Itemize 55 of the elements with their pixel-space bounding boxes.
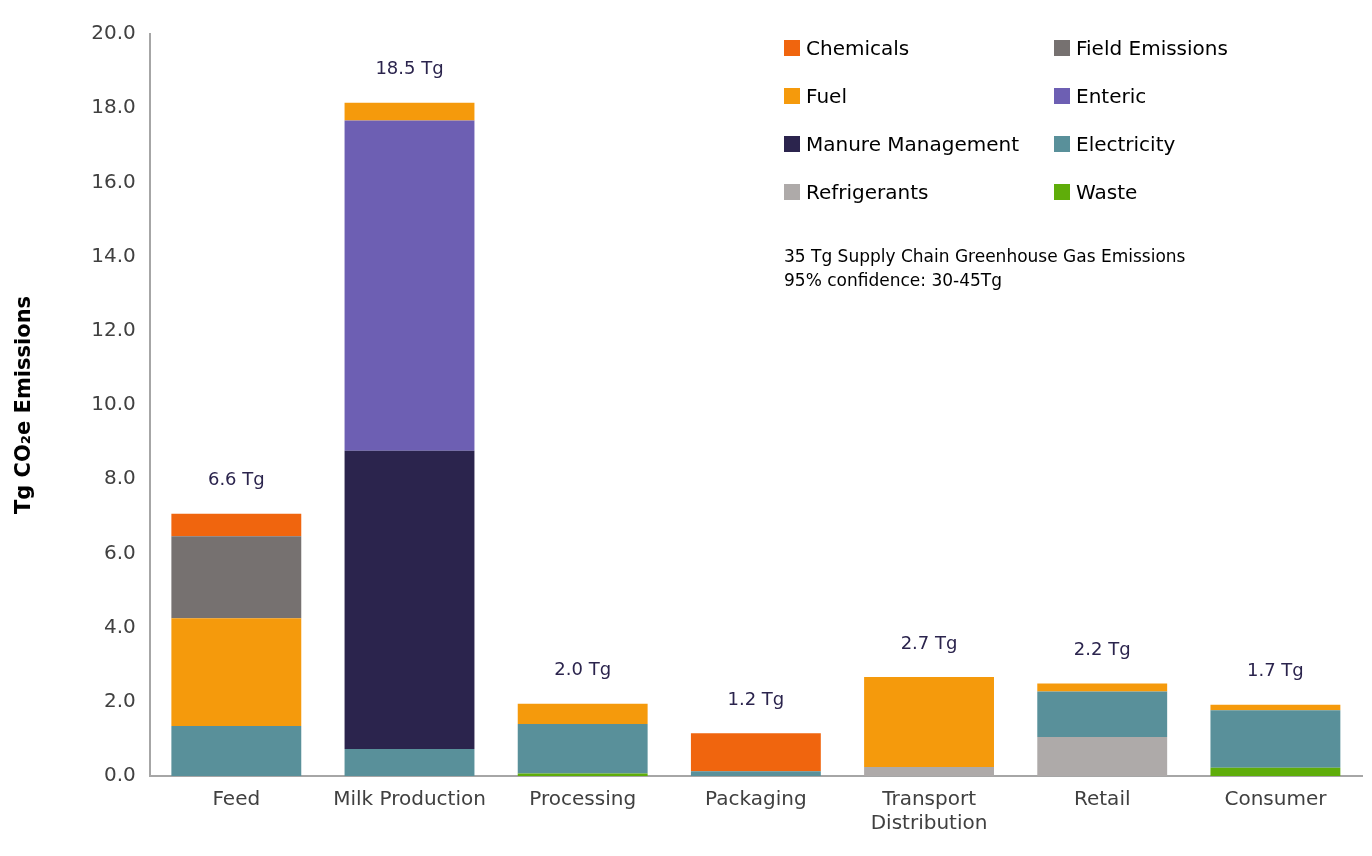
y-tick-label: 10.0 xyxy=(91,391,136,416)
bar xyxy=(517,724,648,774)
bar xyxy=(171,513,302,537)
y-tick-label: 20.0 xyxy=(91,20,136,45)
bar xyxy=(517,703,648,725)
annotation: 2.7 Tg xyxy=(900,631,958,653)
bar xyxy=(171,725,302,776)
y-tick-label: 8.0 xyxy=(103,465,136,490)
annotation: 6.6 Tg xyxy=(207,468,265,490)
legend-label: Chemicals xyxy=(806,36,910,60)
annotation: 1.2 Tg xyxy=(727,688,785,710)
bar xyxy=(344,120,475,451)
y-tick-label: 6.0 xyxy=(103,539,136,564)
x-tick-label: Consumer xyxy=(1224,786,1328,811)
bar xyxy=(690,733,821,772)
annotation: 18.5 Tg xyxy=(375,57,444,79)
annotation: 1.7 Tg xyxy=(1247,659,1304,681)
annotation: 2.2 Tg xyxy=(1073,638,1131,660)
x-tick-label: Processing xyxy=(529,786,637,811)
bar xyxy=(344,102,475,121)
y-tick-label: 0.0 xyxy=(103,762,136,787)
bar xyxy=(344,450,475,749)
y-tick-label: 2.0 xyxy=(103,688,136,712)
bar xyxy=(1210,710,1341,768)
x-tick-label: Packaging xyxy=(705,786,807,811)
x-tick-label: Retail xyxy=(1073,786,1131,811)
bar xyxy=(171,536,302,619)
bar xyxy=(1037,683,1168,692)
bar xyxy=(1210,767,1341,776)
y-tick-label: 14.0 xyxy=(91,242,136,267)
annotation: 95% confidence: 30-45Tg xyxy=(784,269,1003,292)
bar xyxy=(690,771,821,776)
bar xyxy=(1210,704,1341,711)
legend-label: Field Emissions xyxy=(1076,36,1228,60)
y-axis-title: Tg CO₂e Emissions xyxy=(11,295,36,515)
y-tick-label: 12.0 xyxy=(91,317,136,341)
x-tick-label: Transport Distribution xyxy=(870,786,988,835)
bar xyxy=(517,773,648,776)
legend-label: Enteric xyxy=(1076,84,1147,108)
annotation: 35 Tg Supply Chain Greenhouse Gas Emissions xyxy=(784,245,1187,268)
legend-label: Manure Management xyxy=(806,132,1020,156)
bar xyxy=(1037,691,1168,738)
bar xyxy=(171,618,302,726)
legend-label: Waste xyxy=(1076,180,1138,204)
x-tick-label: Feed xyxy=(212,786,261,811)
x-tick-label: Milk Production xyxy=(333,786,486,811)
legend-label: Refrigerants xyxy=(806,180,929,204)
legend-label: Fuel xyxy=(806,84,847,108)
legend-label: Electricity xyxy=(1076,132,1176,156)
annotation: 2.0 Tg xyxy=(554,658,612,680)
bar xyxy=(864,676,994,768)
y-tick-label: 18.0 xyxy=(91,94,136,119)
bar xyxy=(344,748,475,776)
y-tick-label: 4.0 xyxy=(103,613,136,638)
y-tick-label: 16.0 xyxy=(91,168,136,193)
